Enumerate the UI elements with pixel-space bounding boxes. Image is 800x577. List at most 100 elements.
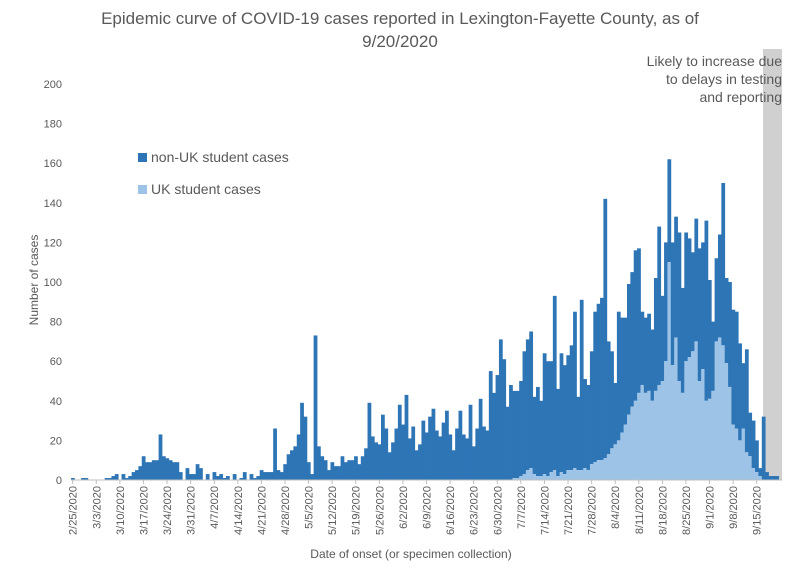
bar-non-uk: [128, 476, 133, 480]
y-tick-label: 120: [44, 237, 62, 249]
bar-non-uk: [384, 428, 389, 480]
bar-uk: [589, 464, 594, 480]
bar-uk: [701, 369, 705, 480]
bar-non-uk: [471, 446, 476, 480]
y-axis: 0 20 40 60 80 100 120 140 160 180 200: [44, 79, 62, 487]
bar-uk: [559, 472, 564, 480]
bar-uk: [512, 478, 517, 480]
bar-non-uk: [721, 183, 726, 346]
bar-non-uk: [316, 446, 321, 480]
bar-non-uk: [448, 434, 453, 480]
x-tick-label: 9/15/2020: [752, 486, 764, 535]
bar-uk: [731, 424, 736, 480]
bar-non-uk: [775, 476, 780, 480]
bar-non-uk: [643, 317, 648, 393]
bar-non-uk: [300, 402, 304, 480]
x-tick-label: 3/17/2020: [138, 486, 150, 535]
bar-uk: [620, 432, 625, 480]
bar-non-uk: [239, 478, 244, 480]
bar-non-uk: [765, 472, 769, 480]
bar-non-uk: [630, 272, 635, 407]
bar-non-uk: [418, 444, 422, 480]
bar-uk: [627, 414, 631, 480]
bar-uk: [610, 448, 614, 480]
bar-non-uk: [104, 478, 109, 480]
bar-non-uk: [589, 351, 594, 465]
bar-non-uk: [330, 462, 335, 480]
x-tick-label: 5/26/2020: [374, 486, 386, 535]
y-tick-label: 160: [44, 158, 62, 170]
bar-uk: [640, 384, 645, 480]
bar-non-uk: [168, 460, 173, 480]
bar-uk: [576, 470, 581, 480]
bar-non-uk: [498, 339, 503, 480]
bar-non-uk: [694, 218, 699, 342]
y-tick-label: 200: [44, 79, 62, 91]
bar-uk: [728, 386, 732, 480]
x-tick-label: 3/3/2020: [91, 486, 103, 529]
bar-non-uk: [717, 234, 722, 338]
bar-non-uk: [546, 361, 550, 477]
bar-uk: [536, 476, 540, 480]
bar-non-uk: [397, 404, 402, 480]
bar-uk: [684, 361, 689, 480]
bar-uk: [660, 381, 665, 480]
bar-non-uk: [684, 232, 689, 362]
bar-non-uk: [532, 396, 537, 475]
x-axis-label: Date of onset (or specimen collection): [310, 547, 511, 561]
bar-uk: [758, 476, 763, 480]
x-tick-label: 3/10/2020: [115, 486, 127, 535]
bar-uk: [748, 456, 753, 480]
bar-non-uk: [232, 474, 237, 480]
x-tick-label: 4/14/2020: [233, 486, 245, 535]
x-tick-label: 6/2/2020: [398, 486, 410, 529]
bar-non-uk: [616, 311, 621, 441]
bar-non-uk: [515, 390, 520, 479]
x-tick-label: 9/1/2020: [705, 486, 717, 529]
bar-non-uk: [219, 474, 224, 480]
bar-non-uk: [387, 452, 392, 480]
bar-uk: [529, 468, 534, 480]
bar-uk: [650, 400, 655, 480]
bar-non-uk: [111, 476, 116, 480]
x-tick-label: 2/25/2020: [68, 486, 80, 535]
bar-non-uk: [249, 474, 254, 480]
bar-non-uk: [438, 436, 443, 480]
bar-non-uk: [724, 278, 729, 364]
bar-uk: [603, 458, 608, 480]
bar-non-uk: [320, 456, 325, 480]
bar-non-uk: [327, 470, 331, 480]
bar-non-uk: [394, 428, 399, 480]
bar-non-uk: [310, 474, 315, 480]
bar-uk: [630, 406, 635, 480]
bar-non-uk: [549, 361, 554, 473]
bar-non-uk: [428, 416, 432, 480]
legend-label-non-uk: non-UK student cases: [151, 149, 289, 165]
annotation-line-2: to delays in testing: [666, 71, 782, 87]
x-tick-label: 3/24/2020: [162, 486, 174, 535]
bar-non-uk: [556, 388, 560, 477]
bar-non-uk: [199, 468, 203, 480]
bar-non-uk: [677, 232, 682, 381]
bar-uk: [717, 337, 722, 480]
bar-uk: [549, 472, 554, 480]
x-tick-label: 4/28/2020: [280, 486, 292, 535]
bar-non-uk: [276, 470, 281, 480]
bar-non-uk: [343, 462, 348, 480]
x-tick-label: 9/8/2020: [728, 486, 740, 529]
bar-uk: [687, 357, 692, 480]
bar-non-uk: [741, 363, 746, 429]
bar-non-uk: [488, 371, 493, 480]
bar-uk: [664, 361, 668, 480]
bar-non-uk: [421, 420, 426, 480]
bar-non-uk: [657, 226, 662, 385]
bar-non-uk: [290, 450, 294, 480]
bar-non-uk: [593, 311, 598, 463]
bar-non-uk: [370, 436, 375, 480]
bar-non-uk: [711, 321, 716, 391]
bar-uk: [593, 462, 598, 480]
y-axis-label: Number of cases: [27, 235, 41, 326]
annotation-line-1: Likely to increase due: [647, 53, 783, 69]
bar-non-uk: [707, 280, 712, 399]
bar-uk: [637, 392, 641, 480]
